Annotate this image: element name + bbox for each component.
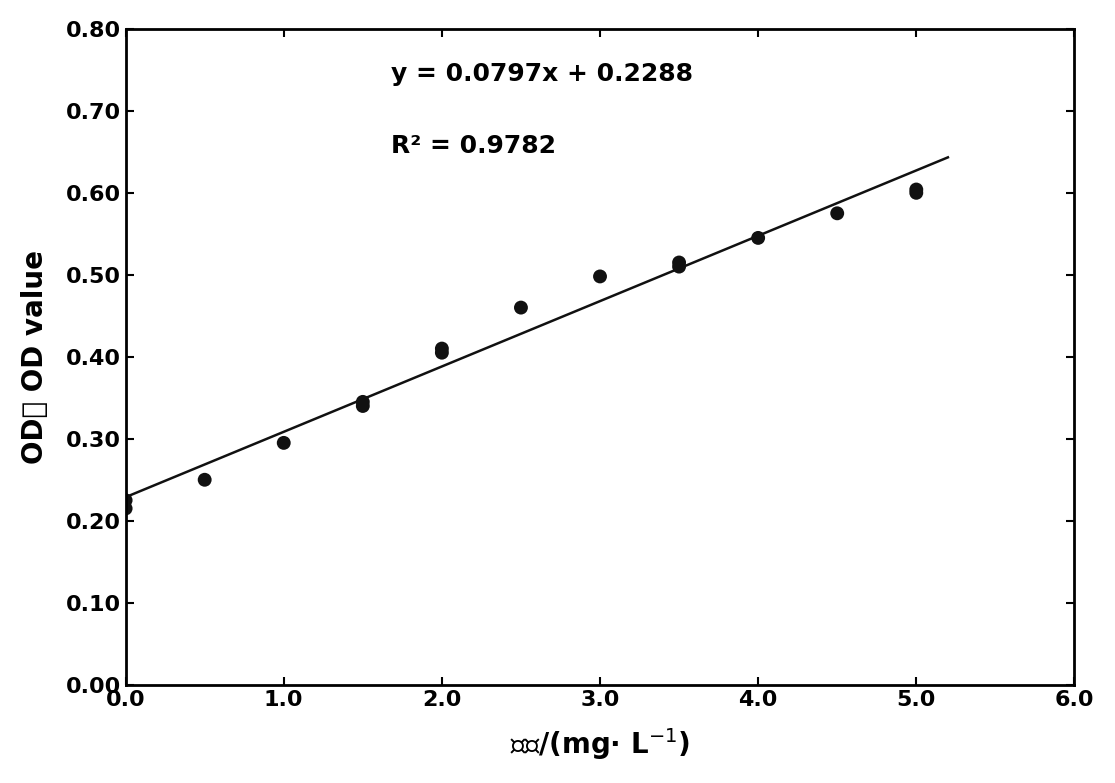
Point <box>353 395 371 408</box>
Text: y = 0.0797x + 0.2288: y = 0.0797x + 0.2288 <box>391 62 694 85</box>
Point <box>908 186 925 199</box>
Y-axis label: OD值 OD value: OD值 OD value <box>21 250 49 464</box>
Point <box>908 183 925 196</box>
Point <box>117 494 135 507</box>
Point <box>670 256 688 269</box>
Point <box>749 232 767 244</box>
X-axis label: 浓度/(mg· L$^{-1}$): 浓度/(mg· L$^{-1}$) <box>510 727 690 762</box>
Point <box>828 207 846 219</box>
Point <box>670 260 688 272</box>
Point <box>353 399 371 412</box>
Point <box>512 301 530 314</box>
Text: R² = 0.9782: R² = 0.9782 <box>391 134 556 158</box>
Point <box>433 342 450 355</box>
Point <box>433 346 450 359</box>
Point <box>196 474 214 486</box>
Point <box>117 502 135 514</box>
Point <box>274 437 292 449</box>
Point <box>591 270 609 283</box>
